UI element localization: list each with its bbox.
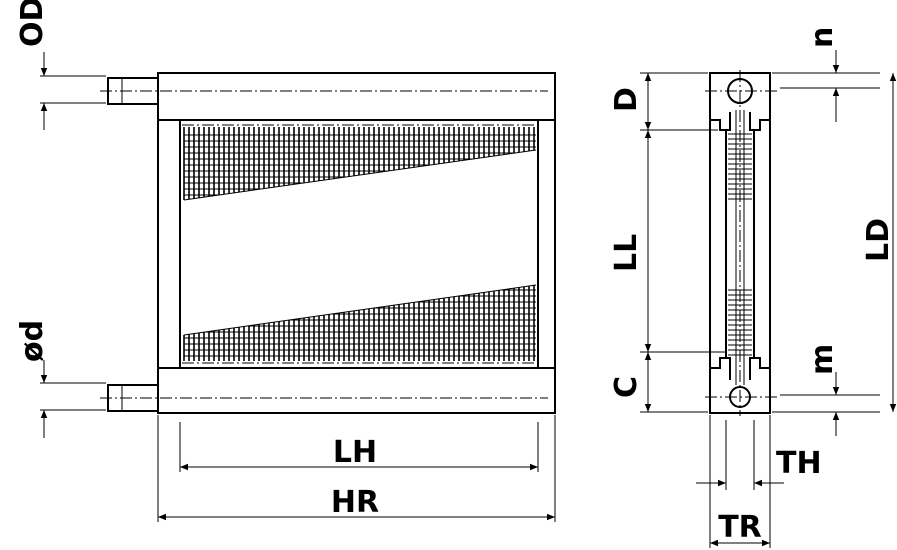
bottom-connector	[107, 384, 159, 412]
hr-label: HR	[331, 485, 379, 520]
side-fin-hatch	[728, 133, 752, 356]
lh-label: LH	[333, 435, 377, 470]
fin-hatch-bottom	[183, 284, 537, 361]
fin-hatch-top	[183, 127, 537, 201]
side-top-header	[710, 112, 770, 131]
fin-wedge-edge	[183, 284, 537, 336]
th-label: TH	[776, 446, 822, 481]
ld-label: LD	[861, 218, 896, 262]
od-label: OD	[15, 0, 50, 47]
fin-wedge-edge	[183, 149, 537, 201]
m-label: m	[805, 344, 840, 375]
outer-frame	[157, 72, 556, 414]
top-connector	[107, 77, 159, 105]
ll-label: LL	[609, 234, 644, 272]
front-view: OD ød LH HR	[15, 0, 556, 522]
side-bottom-header	[710, 357, 770, 380]
side-view: D LL C n m LD TH TR	[609, 27, 897, 548]
phi-d-label: ød	[15, 320, 50, 362]
n-label: n	[805, 27, 840, 48]
d-label: D	[609, 87, 644, 112]
c-label: C	[609, 376, 644, 398]
tr-label: TR	[718, 510, 762, 545]
